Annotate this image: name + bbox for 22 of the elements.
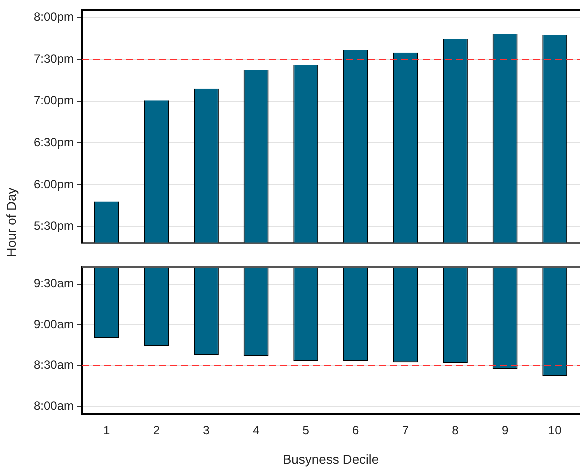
y-tick-label: 8:00pm bbox=[34, 10, 74, 24]
x-axis-title: Busyness Decile bbox=[282, 452, 380, 467]
y-tick-label: 8:30am bbox=[34, 358, 74, 372]
y-tick-label: 6:30pm bbox=[34, 136, 74, 150]
y-tick-label: 7:00pm bbox=[34, 94, 74, 108]
x-tick-label: 2 bbox=[153, 424, 160, 438]
y-tick-label: 6:00pm bbox=[34, 177, 74, 192]
y-tick-label: 5:30pm bbox=[34, 219, 74, 234]
x-tick-label: 10 bbox=[548, 424, 562, 438]
x-tick-label: 5 bbox=[302, 424, 310, 438]
x-tick-label: 8 bbox=[452, 424, 460, 438]
x-tick-label: 9 bbox=[502, 424, 509, 438]
y-tick-label: 8:00am bbox=[34, 398, 74, 413]
x-tick-label: 3 bbox=[203, 424, 210, 438]
x-tick-label: 4 bbox=[252, 424, 260, 438]
y-tick-label: 9:30am bbox=[34, 276, 74, 291]
y-axis-title: Hour of Day bbox=[4, 187, 20, 257]
x-tick-label: 7 bbox=[402, 424, 410, 438]
x-tick-label: 6 bbox=[352, 424, 360, 438]
y-tick-label: 9:00am bbox=[34, 317, 74, 332]
y-tick-label: 7:30pm bbox=[34, 52, 74, 66]
x-tick-label: 1 bbox=[104, 424, 111, 438]
